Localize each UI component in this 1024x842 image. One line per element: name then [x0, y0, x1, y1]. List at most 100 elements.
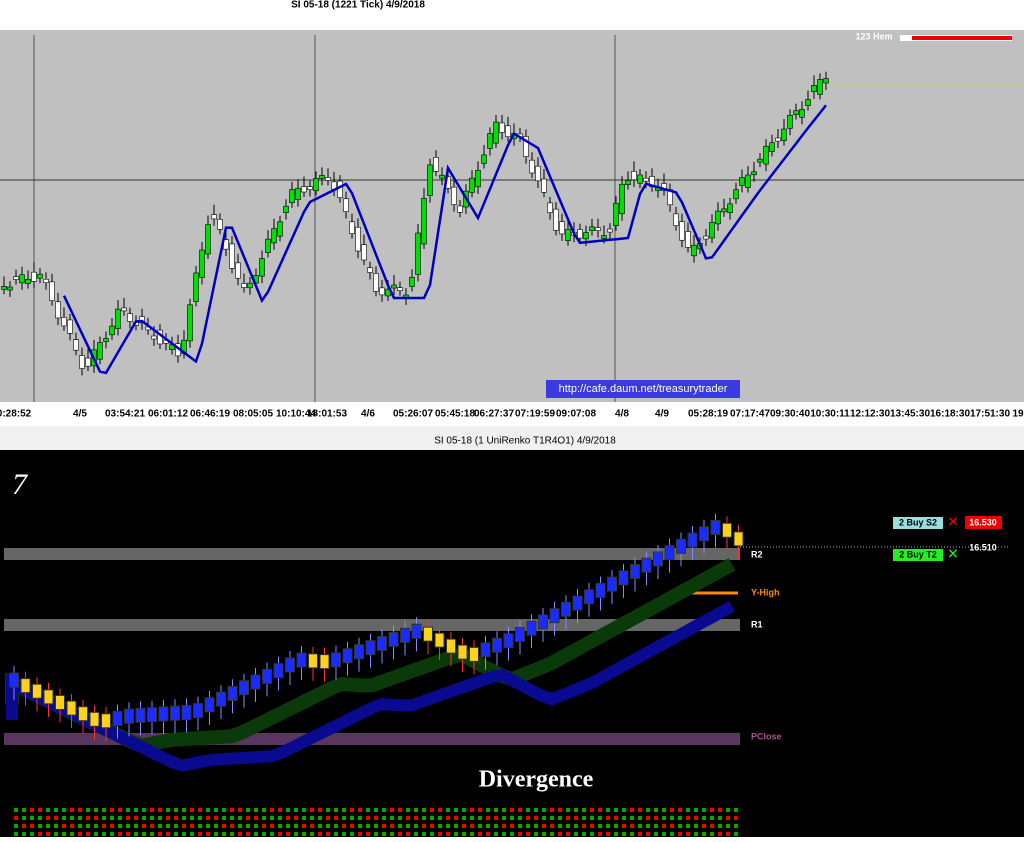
divergence-dot: [670, 816, 674, 820]
divergence-dot: [30, 832, 34, 836]
level-label: R2: [751, 549, 763, 559]
divergence-dot: [134, 832, 138, 836]
divergence-dot: [406, 816, 410, 820]
divergence-dot: [86, 832, 90, 836]
divergence-dot: [542, 824, 546, 828]
divergence-dot: [54, 808, 58, 812]
time-label: 03:54:21: [105, 409, 145, 420]
renko-brick: [492, 637, 502, 653]
divergence-dot: [462, 824, 466, 828]
order-label[interactable]: 2 Buy T2: [899, 549, 937, 559]
divergence-dot: [726, 816, 730, 820]
order-label[interactable]: 2 Buy S2: [899, 517, 937, 527]
divergence-dot: [54, 824, 58, 828]
renko-brick: [262, 668, 272, 684]
divergence-dot: [126, 824, 130, 828]
divergence-dot: [294, 824, 298, 828]
divergence-dot: [190, 832, 194, 836]
renko-brick: [561, 601, 571, 617]
cancel-icon[interactable]: ✕: [947, 546, 959, 562]
divergence-dot: [262, 816, 266, 820]
divergence-dot: [438, 816, 442, 820]
cancel-icon[interactable]: ✕: [947, 514, 959, 530]
candle: [7, 286, 13, 291]
time-label: 05:28:19: [688, 409, 728, 420]
divergence-dot: [654, 832, 658, 836]
renko-brick: [55, 694, 65, 710]
divergence-dot: [326, 808, 330, 812]
candle: [49, 281, 55, 301]
divergence-dot: [326, 824, 330, 828]
candle: [643, 177, 649, 182]
candle: [415, 232, 421, 275]
divergence-dot: [286, 824, 290, 828]
divergence-dot: [78, 824, 82, 828]
divergence-dot: [246, 832, 250, 836]
renko-brick: [423, 626, 433, 642]
candle: [235, 262, 241, 279]
divergence-dot: [654, 808, 658, 812]
divergence-dot: [646, 824, 650, 828]
divergence-dot: [38, 808, 42, 812]
candle: [343, 198, 349, 212]
divergence-dot: [254, 832, 258, 836]
candle: [85, 357, 91, 367]
price-panel: [0, 30, 1024, 402]
candle: [679, 221, 685, 241]
divergence-dot: [246, 824, 250, 828]
renko-brick: [400, 627, 410, 643]
candle: [619, 183, 625, 215]
divergence-dot: [502, 832, 506, 836]
divergence-dot: [78, 832, 82, 836]
time-label: 05:45:18: [435, 409, 475, 420]
divergence-dot: [374, 824, 378, 828]
renko-brick: [377, 636, 387, 652]
candle: [379, 287, 385, 296]
candle: [277, 221, 283, 237]
renko-brick: [32, 683, 42, 699]
divergence-dot: [598, 816, 602, 820]
renko-brick: [584, 589, 594, 605]
divergence-dot: [222, 832, 226, 836]
divergence-dot: [366, 808, 370, 812]
renko-brick: [20, 678, 31, 694]
divergence-dot: [574, 824, 578, 828]
renko-brick: [641, 557, 652, 573]
divergence-dot: [702, 808, 706, 812]
time-label: 13:45:30: [890, 409, 930, 420]
divergence-dot: [526, 808, 530, 812]
divergence-dot: [734, 824, 738, 828]
order-tag[interactable]: [893, 549, 943, 561]
divergence-dot: [94, 816, 98, 820]
order-price: 16.530: [969, 517, 997, 527]
renko-brick: [365, 640, 376, 656]
divergence-dot: [278, 832, 282, 836]
divergence-dot: [534, 824, 538, 828]
order-price: 16.510: [969, 542, 997, 552]
divergence-dot: [310, 824, 314, 828]
candle: [727, 203, 733, 213]
time-label: 10:30:11: [810, 409, 850, 420]
divergence-dot: [414, 808, 418, 812]
divergence-dot: [286, 816, 290, 820]
divergence-dot: [430, 832, 434, 836]
candle: [295, 187, 301, 201]
divergence-dot: [166, 808, 170, 812]
renko-brick: [239, 680, 249, 696]
renko-brick: [434, 632, 445, 648]
divergence-dot: [198, 816, 202, 820]
candle: [631, 171, 637, 181]
divergence-dot: [190, 808, 194, 812]
level-label: R1: [751, 619, 763, 629]
renko-brick: [331, 652, 341, 668]
divergence-dot: [662, 832, 666, 836]
divergence-dot: [558, 824, 562, 828]
candle: [121, 307, 127, 312]
candle: [73, 339, 79, 351]
divergence-dot: [406, 824, 410, 828]
candle: [439, 174, 445, 179]
candle: [361, 244, 367, 261]
order-tag[interactable]: [893, 517, 943, 529]
divergence-dot: [414, 832, 418, 836]
